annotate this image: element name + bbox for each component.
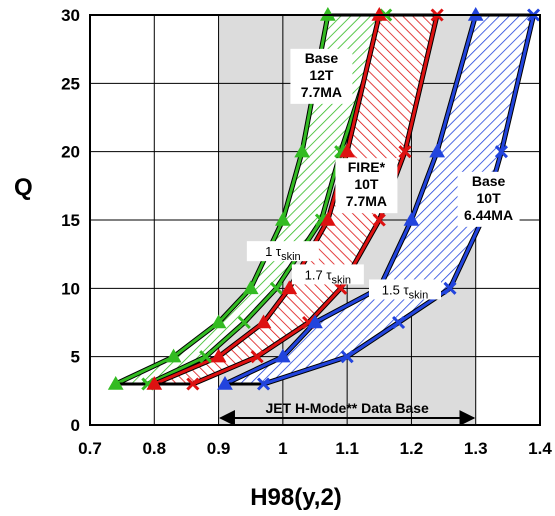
point-triangle-1 <box>281 280 298 295</box>
x-tick-label: 0.7 <box>78 439 102 458</box>
y-tick-label: 20 <box>61 143 80 162</box>
point-x-0 <box>237 315 251 330</box>
y-ticks: 0 5 10 15 20 25 30 <box>61 6 80 435</box>
point-triangle-2 <box>403 211 420 226</box>
x-ticks: 0.7 0.8 0.9 1 1.1 1.2 1.3 1.4 <box>78 439 552 458</box>
point-x-0 <box>269 281 283 295</box>
point-triangle-0 <box>294 143 311 158</box>
y-tick-label: 15 <box>61 211 80 230</box>
point-triangle-0 <box>274 211 291 226</box>
annotations: Base12T7.7MAFIRE*10T7.7MABase10T6.44MA1 … <box>246 48 520 301</box>
annotation-line-0: Base <box>305 50 339 66</box>
annotation-line-1: 10T <box>354 176 379 192</box>
y-tick-label: 5 <box>71 348 80 367</box>
annotation-box-0 <box>290 48 353 104</box>
point-x-1 <box>372 213 386 227</box>
annotation-line-1: 7.7MA <box>346 193 387 209</box>
point-triangle-2 <box>217 375 233 390</box>
annotation-box-2 <box>457 171 520 227</box>
y-tick-label: 30 <box>61 6 80 25</box>
point-triangle-1 <box>146 375 163 390</box>
point-triangle-0 <box>210 314 227 329</box>
x-tick-label: 1.4 <box>528 439 552 458</box>
tau-box-2 <box>369 279 441 300</box>
x-tick-label: 1.3 <box>464 439 488 458</box>
x-tick-label: 0.9 <box>207 439 231 458</box>
annotation-line-2: 10T <box>477 190 502 206</box>
point-triangle-0 <box>107 375 124 390</box>
data-base-arrow: JET H-Mode** Data Base <box>218 400 476 426</box>
y-tick-label: 10 <box>61 279 80 298</box>
point-triangle-1 <box>210 348 227 363</box>
x-axis-label: H98(y,2) <box>250 484 342 511</box>
band-fill-2 <box>225 15 534 384</box>
point-x-2 <box>257 377 271 391</box>
point-triangle-0 <box>165 348 182 363</box>
tau-label-2: 1.5 τskin <box>382 282 428 301</box>
annotation-line-0: 12T <box>309 67 334 83</box>
point-x-2 <box>340 350 354 364</box>
annotation-line-2: Base <box>472 173 506 189</box>
data-base-label: JET H-Mode** Data Base <box>265 400 429 416</box>
point-x-1 <box>398 145 412 159</box>
point-triangle-1 <box>339 143 356 158</box>
point-triangle-1 <box>255 314 272 329</box>
x-tick-label: 1.2 <box>400 439 424 458</box>
tau-box-1 <box>291 264 364 285</box>
point-triangle-1 <box>319 211 336 226</box>
point-triangle-0 <box>242 280 259 295</box>
tau-box-0 <box>246 241 319 262</box>
point-x-2 <box>494 145 508 159</box>
x-tick-label: 0.8 <box>142 439 166 458</box>
annotation-box-1 <box>335 158 398 214</box>
tau-label-1: 1.7 τskin <box>305 267 351 286</box>
annotation-line-1: FIRE* <box>348 159 386 175</box>
x-tick-label: 1 <box>278 439 287 458</box>
point-x-0 <box>199 350 213 364</box>
point-x-1 <box>186 377 200 391</box>
tau-label-0: 1 τskin <box>265 244 301 263</box>
band-fill-1 <box>154 15 438 384</box>
point-x-1 <box>334 281 348 295</box>
y-tick-label: 0 <box>71 416 80 435</box>
point-triangle-2 <box>307 314 323 329</box>
point-triangle-2 <box>429 143 446 158</box>
point-x-2 <box>443 281 457 295</box>
annotation-line-0: 7.7MA <box>301 84 342 100</box>
x-tick-label: 1.1 <box>335 439 359 458</box>
point-x-1 <box>250 350 264 364</box>
point-x-2 <box>392 315 406 330</box>
point-triangle-2 <box>274 348 291 363</box>
y-tick-label: 25 <box>61 74 80 93</box>
annotation-line-2: 6.44MA <box>464 207 513 223</box>
band-fill-0 <box>115 15 386 384</box>
y-axis-label: Q <box>14 174 33 201</box>
